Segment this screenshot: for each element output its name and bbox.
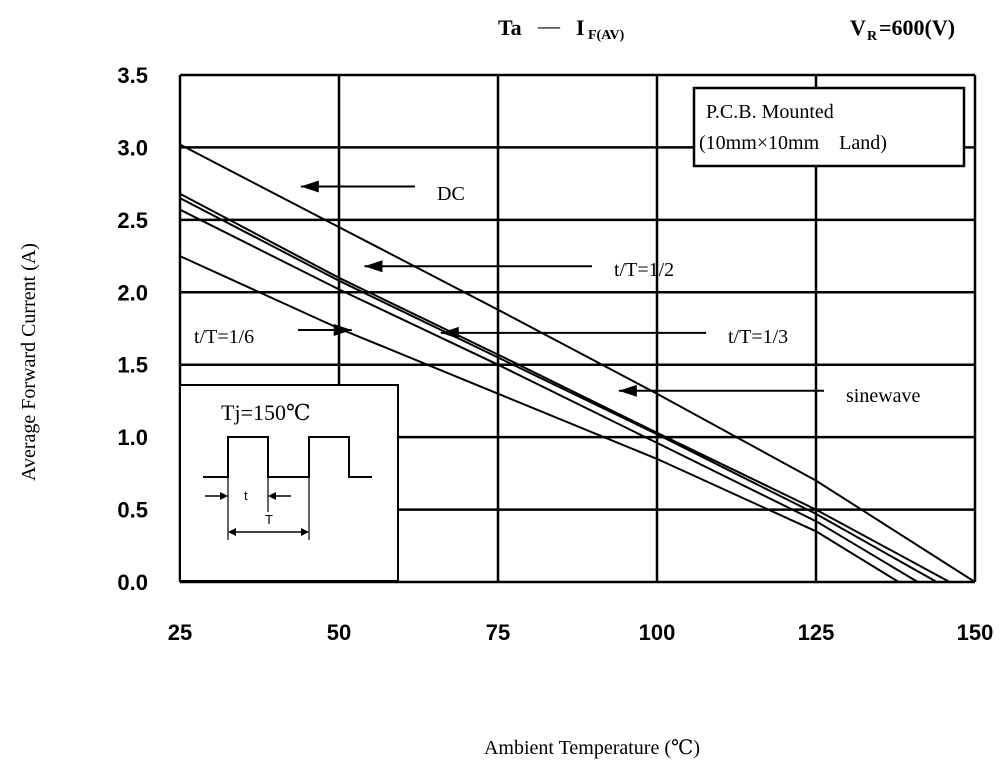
series-line-sinewave bbox=[179, 197, 938, 583]
y-tick-label-2: 1.0 bbox=[117, 425, 148, 450]
y-tick-label-3: 1.5 bbox=[117, 353, 148, 378]
series-line-t-t-1-6 bbox=[179, 255, 900, 583]
title-ta: Ta bbox=[498, 15, 522, 40]
annotation-arrowhead-t-t-1-2 bbox=[364, 260, 383, 273]
x-tick-label-5: 150 bbox=[957, 620, 994, 645]
x-tick-label-3: 100 bbox=[639, 620, 676, 645]
annotation-arrowhead-dc bbox=[300, 180, 319, 193]
y-tick-label-4: 2.0 bbox=[117, 280, 148, 305]
condition-subscript: R bbox=[867, 29, 878, 44]
reverse-voltage-condition: V R =600(V) bbox=[850, 15, 955, 44]
pulse-inset-box bbox=[179, 384, 399, 582]
annotation-arrowhead-sinewave bbox=[618, 384, 637, 397]
inset-junction-temp: Tj=150℃ bbox=[221, 400, 311, 425]
series-line-t-t-1-2 bbox=[179, 192, 951, 583]
x-tick-label-1: 50 bbox=[327, 620, 351, 645]
title-current-subscript: F(AV) bbox=[588, 28, 625, 43]
series-line-dc bbox=[179, 143, 976, 583]
y-axis-ticks: 0.0 0.5 1.0 1.5 2.0 2.5 3.0 3.5 bbox=[117, 63, 148, 595]
title-current: I bbox=[576, 15, 585, 40]
annotation-label-t-t-1-3: t/T=1/3 bbox=[728, 326, 788, 348]
mounting-note-box bbox=[692, 86, 966, 168]
mounting-note: P.C.B. Mounted (10mm×10mm Land) bbox=[692, 86, 966, 168]
mounting-note-line-2: (10mm×10mm Land) bbox=[699, 132, 887, 154]
annotation-label-dc: DC bbox=[437, 183, 465, 205]
y-tick-label-1: 0.5 bbox=[117, 498, 148, 523]
chart-title: Ta — I F(AV) bbox=[498, 13, 625, 43]
annotation-label-t-t-1-6: t/T=1/6 bbox=[194, 326, 254, 348]
curve-annotations: DC t/T=1/2 t/T=1/3 sinewave t/T=1/6 bbox=[194, 180, 921, 407]
t-arrowhead-left bbox=[220, 492, 228, 500]
y-tick-label-0: 0.0 bbox=[117, 570, 148, 595]
annotation-arrowhead-t-t-1-6 bbox=[333, 323, 352, 336]
y-axis-label: Average Forward Current (A) bbox=[18, 243, 40, 481]
x-axis-label: Ambient Temperature (℃) bbox=[484, 737, 700, 759]
y-tick-label-5: 2.5 bbox=[117, 208, 148, 233]
inset-period-label: T bbox=[265, 512, 273, 527]
pulse-waveform bbox=[203, 436, 372, 478]
condition-value: =600(V) bbox=[879, 15, 955, 40]
x-axis-ticks: 25 50 75 100 125 150 bbox=[168, 620, 994, 645]
title-dash: — bbox=[537, 13, 561, 38]
annotation-label-t-t-1-2: t/T=1/2 bbox=[614, 259, 674, 281]
y-tick-label-7: 3.5 bbox=[117, 63, 148, 88]
period-arrowhead-right bbox=[301, 528, 309, 536]
annotation-arrowhead-t-t-1-3 bbox=[440, 326, 459, 339]
inset-t-label: t bbox=[244, 488, 248, 503]
y-tick-label-6: 3.0 bbox=[117, 135, 148, 160]
x-tick-label-2: 75 bbox=[486, 620, 510, 645]
t-arrowhead-right bbox=[268, 492, 276, 500]
pulse-inset: Tj=150℃ t T bbox=[179, 384, 399, 582]
series-lines bbox=[179, 143, 976, 583]
mounting-note-line-1: P.C.B. Mounted bbox=[706, 101, 834, 123]
condition-v: V bbox=[850, 15, 866, 40]
x-tick-label-0: 25 bbox=[168, 620, 192, 645]
x-tick-label-4: 125 bbox=[798, 620, 835, 645]
period-arrowhead-left bbox=[228, 528, 236, 536]
annotation-label-sinewave: sinewave bbox=[846, 385, 921, 407]
series-line-t-t-1-3 bbox=[179, 208, 919, 583]
